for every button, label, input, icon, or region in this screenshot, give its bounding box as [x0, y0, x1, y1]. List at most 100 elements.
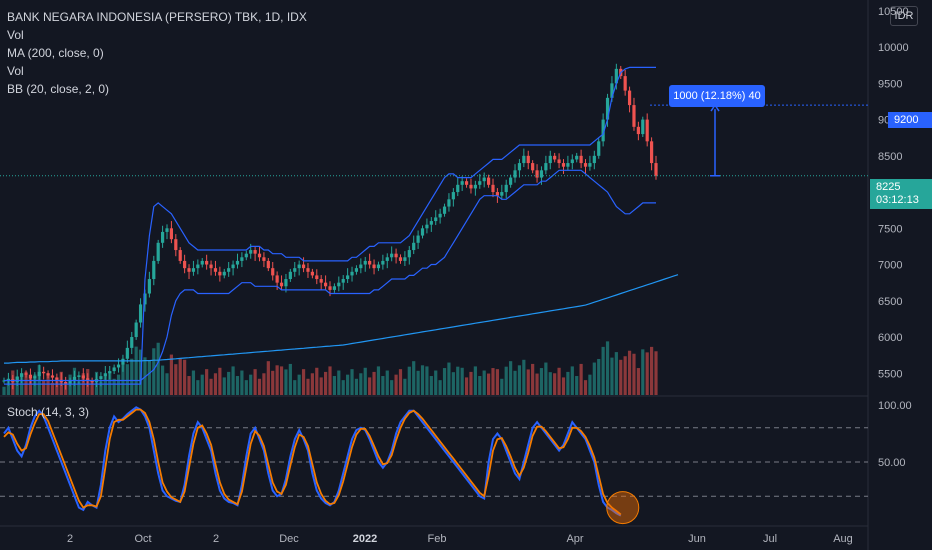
candle-body: [627, 90, 632, 106]
volume-bar: [293, 380, 297, 395]
volume-bar: [403, 378, 407, 395]
time-tick-2: 2: [213, 533, 219, 545]
volume-bar: [28, 377, 33, 395]
candle-body: [169, 228, 174, 240]
candle-body: [522, 155, 526, 164]
candle-body: [200, 260, 204, 265]
candle-body: [20, 373, 24, 377]
volume-bar: [390, 380, 394, 395]
volume-bar: [266, 361, 270, 395]
candle-body: [293, 268, 297, 272]
volume-bar: [205, 369, 209, 395]
candle-body: [354, 268, 359, 272]
volume-bar: [460, 367, 464, 395]
candle-body: [390, 253, 394, 258]
price-target-tag: 9200: [888, 112, 932, 128]
volume-bar: [425, 366, 429, 395]
volume-bar: [121, 363, 125, 395]
volume-bar: [152, 348, 156, 395]
candle-body: [310, 271, 314, 276]
candle-body: [385, 257, 389, 261]
candle-body: [156, 242, 160, 261]
volume-bar: [473, 366, 477, 395]
volume-bar: [522, 359, 526, 395]
volume-bar: [451, 372, 455, 395]
legend-vol-2[interactable]: Vol: [7, 64, 24, 78]
candle-body: [262, 257, 266, 261]
price-target-label: 9200: [894, 114, 919, 126]
volume-bar: [623, 356, 627, 395]
volume-bar: [469, 371, 473, 395]
volume-bar: [539, 368, 544, 395]
volume-bar: [486, 373, 491, 395]
candle-body: [209, 264, 213, 269]
volume-bar: [592, 362, 596, 395]
currency-badge[interactable]: IDR: [890, 6, 918, 26]
legend-bb[interactable]: BB (20, close, 2, 0): [7, 82, 110, 96]
candle-body: [473, 184, 477, 189]
candle-body: [235, 260, 240, 265]
candle-body: [174, 239, 178, 251]
candle-body: [482, 177, 486, 182]
candle-body: [605, 97, 610, 120]
candle-body: [341, 279, 345, 283]
volume-bar: [297, 374, 301, 395]
candle-body: [434, 217, 438, 222]
volume-bar: [491, 368, 495, 395]
last-price-tag: 8225 03:12:13: [870, 179, 932, 209]
candle-body: [478, 181, 482, 185]
candle-body: [588, 163, 592, 167]
candle-body: [306, 268, 310, 272]
candle-body: [81, 375, 85, 379]
price-tick-7500: 7500: [878, 223, 902, 235]
candle-body: [350, 271, 354, 276]
candle-body: [152, 260, 156, 280]
candle-body: [641, 119, 645, 135]
price-tick-10000: 10000: [878, 42, 909, 54]
volume-bar: [209, 378, 213, 395]
candle-body: [37, 371, 41, 377]
volume-bar: [310, 373, 314, 395]
volume-bar: [2, 386, 6, 395]
candle-body: [328, 286, 332, 290]
volume-bar: [583, 380, 588, 395]
candle-body: [601, 119, 605, 142]
candle-body: [187, 268, 191, 272]
legend-ma[interactable]: MA (200, close, 0): [7, 46, 104, 60]
volume-bar: [165, 373, 169, 395]
volume-bar: [548, 372, 552, 395]
volume-bar: [125, 364, 129, 395]
volume-bar: [588, 374, 592, 395]
candles: [2, 63, 658, 390]
candle-body: [539, 170, 544, 178]
volume-bar: [601, 346, 605, 395]
volume-bar: [354, 378, 359, 395]
volume-bar: [240, 370, 244, 395]
candle-body: [513, 170, 517, 178]
time-tick-Dec: Dec: [279, 533, 299, 545]
candle-body: [130, 337, 134, 348]
candle-body: [77, 375, 81, 377]
legend-vol[interactable]: Vol: [7, 28, 24, 42]
bb-lower-line: [4, 169, 656, 382]
candle-body: [346, 275, 350, 280]
volume-bar: [614, 352, 618, 395]
candle-body: [412, 242, 416, 251]
volume-bar: [526, 369, 530, 395]
volume-bar: [196, 380, 200, 395]
candle-body: [108, 371, 112, 374]
volume-bar: [579, 363, 583, 395]
volume-bar: [381, 376, 385, 395]
candle-body: [531, 163, 535, 171]
candle-body: [403, 257, 407, 261]
volume-bar: [222, 377, 226, 395]
legend-title[interactable]: BANK NEGARA INDONESIA (PERSERO) TBK, 1D,…: [7, 10, 307, 24]
stoch-label[interactable]: Stoch (14, 3, 3): [7, 405, 90, 419]
volume-bar: [509, 361, 513, 395]
candle-body: [6, 379, 11, 381]
volume-bar: [279, 366, 284, 395]
candle-body: [240, 257, 244, 261]
candle-body: [337, 282, 341, 287]
volume-bar: [544, 362, 548, 395]
